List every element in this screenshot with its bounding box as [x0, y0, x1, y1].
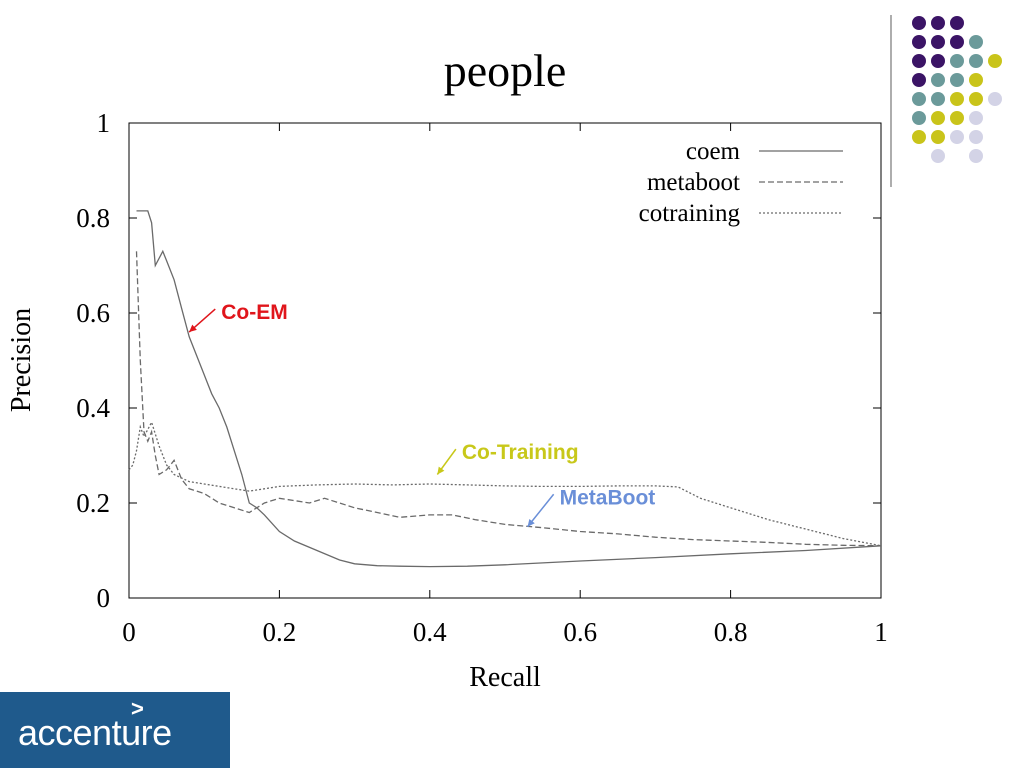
decorative-dot: [969, 130, 983, 144]
decorative-dot: [912, 130, 926, 144]
decorative-dot: [931, 149, 945, 163]
logo-mark: >: [131, 696, 144, 721]
decorative-dot: [969, 73, 983, 87]
x-tick-label: 0.2: [263, 617, 297, 647]
annotation-label: MetaBoot: [560, 486, 656, 509]
plot-frame: [128, 122, 882, 599]
decorative-dot: [931, 130, 945, 144]
decorative-dot: [912, 16, 926, 30]
decorative-dot: [912, 111, 926, 125]
decorative-dot: [969, 35, 983, 49]
decorative-dot: [950, 35, 964, 49]
annotation-arrowhead: [527, 518, 535, 527]
series-line-metaboot: [135, 251, 882, 547]
y-tick-label: 0: [97, 583, 111, 613]
x-tick-label: 0.8: [714, 617, 748, 647]
accenture-logo: > accenture: [0, 692, 230, 768]
decorative-dot: [969, 54, 983, 68]
x-tick-label: 0.6: [563, 617, 597, 647]
decorative-dot: [931, 92, 945, 106]
decorative-dot: [931, 54, 945, 68]
legend: coem metaboot cotraining: [639, 138, 843, 227]
x-axis-label: Recall: [469, 662, 541, 693]
decorative-dot: [950, 92, 964, 106]
decorative-dot: [988, 92, 1002, 106]
y-tick-label: 0.2: [76, 488, 110, 518]
decorative-dot: [969, 149, 983, 163]
decorative-dot: [931, 35, 945, 49]
x-tick-label: 0.4: [413, 617, 447, 647]
y-tick-label: 0.6: [76, 298, 110, 328]
decorative-dot: [969, 111, 983, 125]
decorative-dot: [950, 16, 964, 30]
axis-ticks: [128, 122, 882, 599]
x-tick-labels: 0 0.2 0.4 0.6 0.8 1: [122, 617, 888, 647]
y-tick-label: 0.8: [76, 203, 110, 233]
series-lines: [128, 210, 882, 568]
annotation-label: Co-EM: [221, 301, 287, 324]
decorative-dot: [950, 73, 964, 87]
decorative-dot: [950, 111, 964, 125]
decorative-dot: [931, 111, 945, 125]
y-tick-label: 0.4: [76, 393, 110, 423]
annotations: Co-EM Co-Training MetaBoot: [188, 301, 656, 528]
decorative-dot: [912, 73, 926, 87]
annotation-arrowhead: [437, 466, 445, 475]
chart-title: people: [444, 45, 567, 96]
x-tick-label: 1: [874, 617, 888, 647]
decorative-dot: [912, 92, 926, 106]
series-line-cotraining: [128, 420, 882, 547]
y-tick-labels: 0 0.2 0.4 0.6 0.8 1: [76, 108, 110, 613]
decorative-dot: [969, 92, 983, 106]
logo-text: accenture: [18, 712, 172, 753]
x-tick-label: 0: [122, 617, 136, 647]
decorative-dot-grid: [912, 16, 1002, 163]
decorative-dot: [931, 16, 945, 30]
y-axis-label: Precision: [6, 308, 37, 412]
decorative-dot: [950, 54, 964, 68]
decorative-dot: [988, 54, 1002, 68]
annotation-label: Co-Training: [462, 441, 579, 464]
legend-label-metaboot: metaboot: [647, 169, 740, 196]
decorative-dot: [912, 54, 926, 68]
annotation-arrowhead: [189, 324, 197, 332]
series-line-coem: [136, 210, 882, 568]
decorative-dot: [950, 130, 964, 144]
legend-label-cotraining: cotraining: [639, 200, 741, 227]
legend-label-coem: coem: [686, 138, 741, 165]
decorative-dot: [931, 73, 945, 87]
y-tick-label: 1: [97, 108, 111, 138]
decorative-dot: [912, 35, 926, 49]
